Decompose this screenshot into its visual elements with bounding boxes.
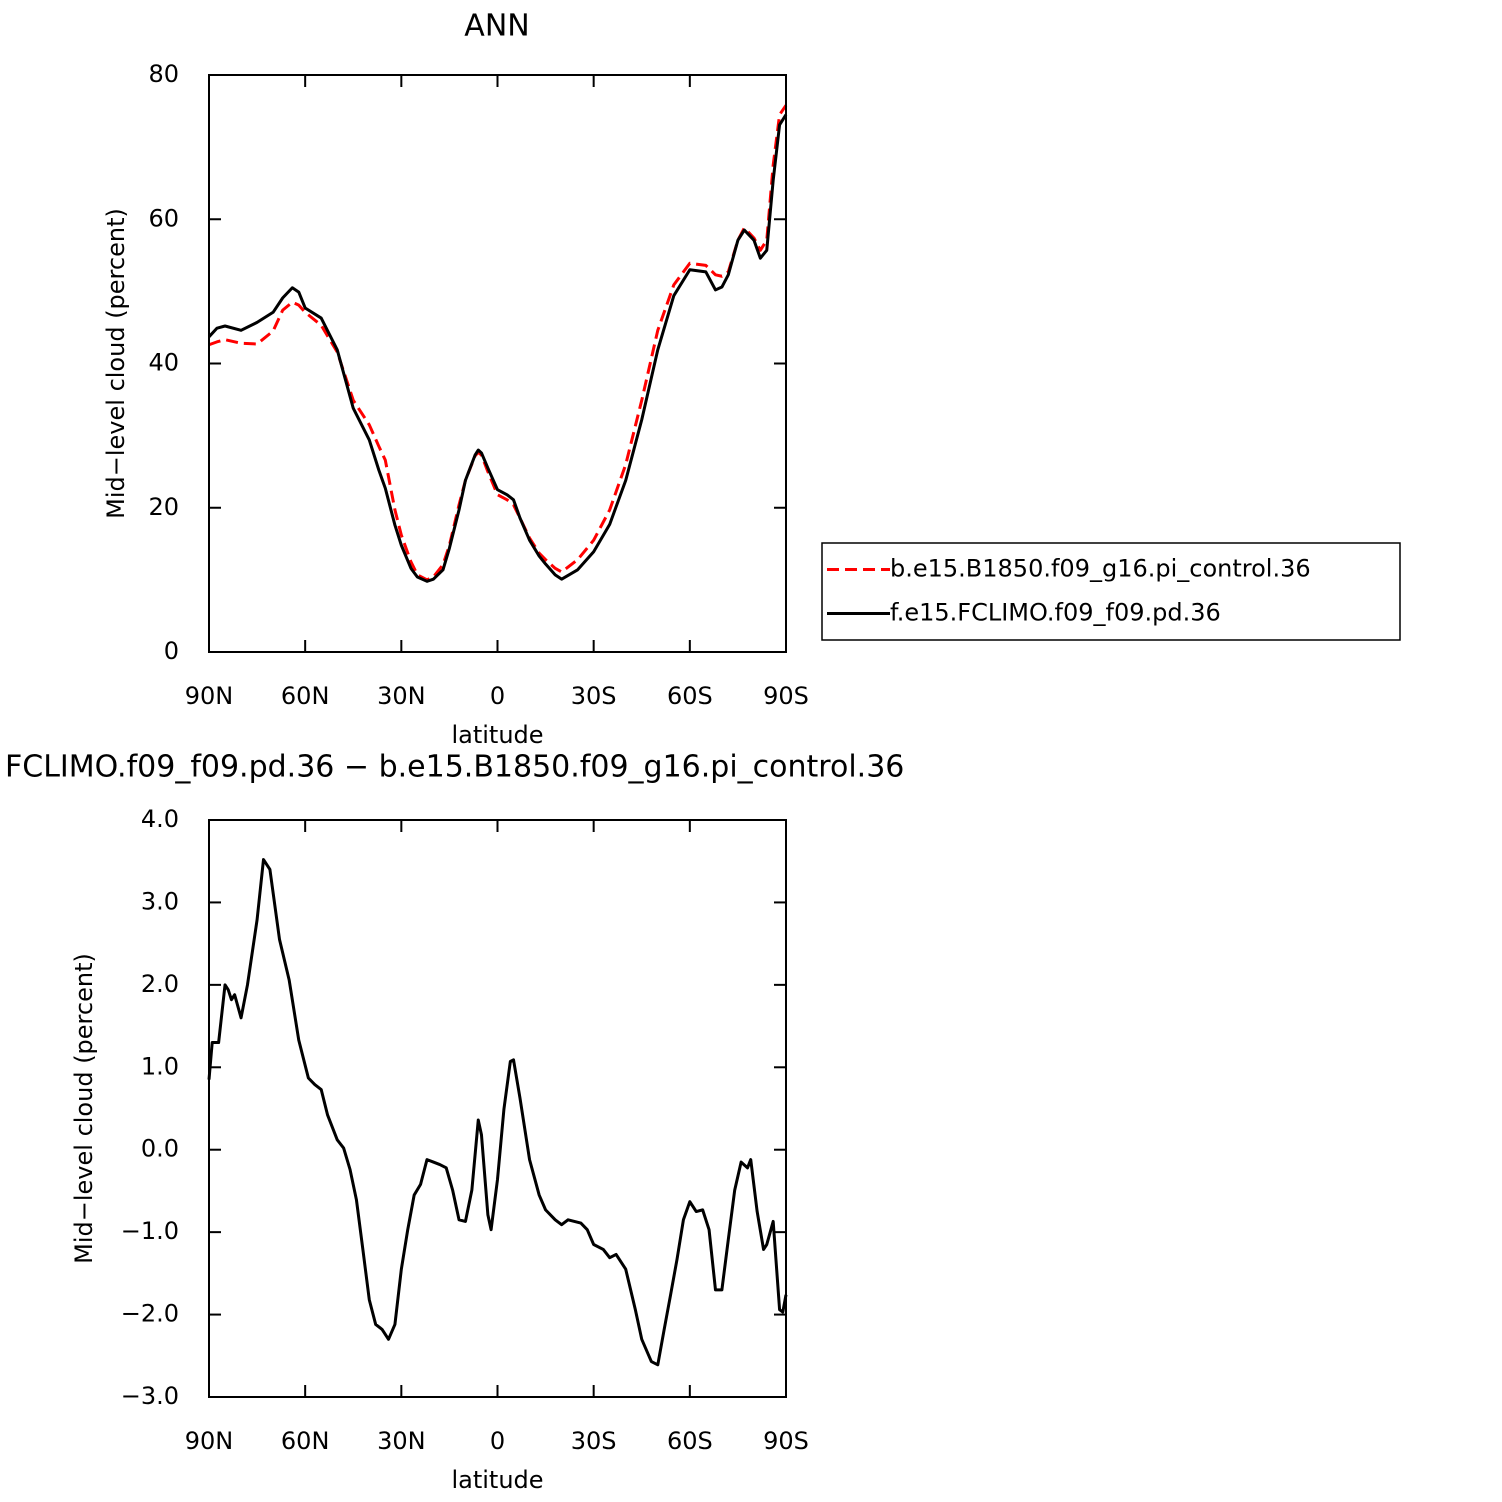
- x-tick-label: 90N: [185, 682, 234, 710]
- x-tick-label: 60S: [667, 682, 713, 710]
- x-tick-label: 30S: [571, 682, 617, 710]
- chart-title: FCLIMO.f09_f09.pd.36 − b.e15.B1850.f09_g…: [5, 750, 904, 785]
- x-tick-label: 30S: [571, 1427, 617, 1455]
- y-tick-label: 20: [148, 493, 179, 521]
- x-axis-label: latitude: [451, 721, 543, 749]
- x-tick-label: 30N: [377, 682, 426, 710]
- chart-title: ANN: [464, 9, 529, 44]
- y-tick-label: −1.0: [121, 1217, 179, 1245]
- legend-label: b.e15.B1850.f09_g16.pi_control.36: [890, 554, 1311, 582]
- x-tick-label: 0: [490, 1427, 505, 1455]
- x-tick-label: 30N: [377, 1427, 426, 1455]
- y-tick-label: −3.0: [121, 1382, 179, 1410]
- y-tick-label: 80: [148, 60, 179, 88]
- data-line: [208, 104, 788, 582]
- y-tick-label: 0: [164, 637, 179, 665]
- data-line: [207, 113, 788, 583]
- x-axis-label: latitude: [451, 1466, 543, 1494]
- y-tick-label: 3.0: [141, 887, 179, 915]
- plot-frame: [208, 819, 787, 1398]
- x-tick-label: 0: [490, 682, 505, 710]
- legend-box: [821, 542, 1401, 641]
- x-tick-label: 90S: [763, 682, 809, 710]
- data-line: [207, 858, 788, 1367]
- x-tick-label: 90N: [185, 1427, 234, 1455]
- x-tick-label: 60N: [281, 682, 330, 710]
- y-axis-label: Mid−level cloud (percent): [70, 953, 98, 1264]
- x-tick-label: 60N: [281, 1427, 330, 1455]
- legend-label: f.e15.FCLIMO.f09_f09.pd.36: [890, 599, 1221, 627]
- y-tick-label: 60: [148, 204, 179, 232]
- y-tick-label: 1.0: [141, 1052, 179, 1080]
- x-tick-label: 90S: [763, 1427, 809, 1455]
- y-tick-label: 2.0: [141, 970, 179, 998]
- y-tick-label: −2.0: [121, 1300, 179, 1328]
- x-tick-label: 60S: [667, 1427, 713, 1455]
- y-axis-label: Mid−level cloud (percent): [102, 208, 130, 519]
- plot-frame: [208, 74, 787, 653]
- y-tick-label: 40: [148, 349, 179, 377]
- y-tick-label: 4.0: [141, 805, 179, 833]
- y-tick-label: 0.0: [141, 1135, 179, 1163]
